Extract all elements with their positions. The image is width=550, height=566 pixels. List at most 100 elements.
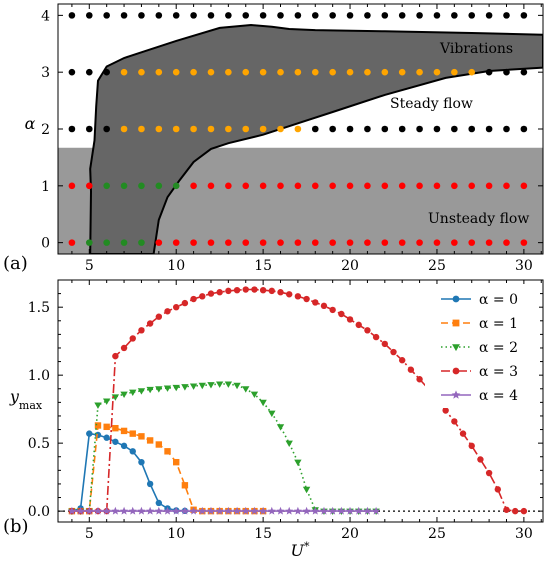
data-point-orange [364,68,371,76]
series-point [294,459,302,467]
series-point [146,320,154,327]
y-tick-label-b: 1.5 [28,300,50,316]
data-point-red [468,239,476,246]
x-axis-label-b: U* [291,540,310,561]
series-point [390,348,397,356]
series-point [76,506,85,515]
data-point-black [346,125,354,133]
legend-label: α = 0 [479,292,518,308]
series-point [320,302,328,310]
series-point [364,327,371,334]
series-point [259,286,267,294]
data-point-red [329,182,336,190]
series-point [286,291,293,298]
series-point [372,506,381,515]
series-point [215,506,224,515]
data-point-black [520,68,528,76]
data-point-orange [190,68,197,76]
series-point [302,486,311,494]
series-point [164,308,171,315]
data-point-red [85,182,93,190]
data-point-red [259,182,267,190]
data-point-red [346,239,354,246]
series-point [345,506,355,515]
series-point [416,376,423,383]
data-point-black [381,12,389,19]
data-point-green [103,182,110,190]
series-point [94,422,102,429]
series-point [163,506,172,515]
amplitude-panel: 5 10 15 20 25 300.00.51.01.5 ymax U* α = 0α =… [3,279,544,561]
data-point-black [68,68,76,76]
series-point [242,286,249,293]
data-point-green [138,182,145,190]
data-point-red [503,239,510,246]
data-point-black [190,12,197,19]
data-point-orange [398,68,406,76]
series-point [293,506,302,515]
data-point-red [225,239,232,246]
data-point-green [120,182,128,190]
series-point [232,506,242,515]
x-tick-label-b: 10 [167,526,185,542]
data-point-black [103,12,110,19]
data-point-black [207,12,215,19]
plot-frame-b [57,279,544,523]
x-tick-label-a: 30 [515,258,533,274]
series-point [198,382,206,390]
series-point [259,506,268,515]
series-point [319,506,329,515]
series-point [250,506,259,515]
data-point-red [485,182,493,190]
data-point-red [485,239,493,246]
data-point-green [172,182,180,190]
series-point [86,430,93,437]
series-point [94,402,102,409]
y-tick-label-a: 4 [41,8,50,24]
series-point [355,321,362,329]
data-point-orange [172,68,180,76]
data-point-black [398,12,406,19]
series-point [346,316,354,323]
legend-marker [451,390,461,399]
series-point [163,385,172,392]
data-point-orange [346,68,354,76]
series-point [146,480,154,488]
data-point-red [451,239,458,246]
series-point [102,506,111,515]
data-point-black [155,12,163,19]
series-point [128,506,137,515]
data-point-orange [172,125,180,133]
data-point-red [172,239,180,246]
x-tick-label-b: 15 [254,526,272,542]
series-point [129,335,136,342]
data-point-red [277,182,284,190]
data-point-orange [433,68,441,76]
series-point [181,299,189,307]
data-point-orange [468,68,476,76]
data-point-green [85,239,93,246]
y-tick-label-a: 2 [41,122,50,138]
series-point [172,506,181,515]
x-tick-label-b: 20 [341,526,359,542]
series-point [468,442,475,450]
series-point [111,506,120,515]
data-point-red [225,182,232,190]
data-point-black [85,12,93,19]
data-point-black [468,125,476,133]
data-point-red [416,239,423,246]
data-point-red [398,239,406,246]
data-point-red [277,239,284,246]
series-point [372,333,380,341]
data-point-green [103,239,110,246]
series-point [137,388,146,395]
series-point [181,482,189,489]
data-point-orange [138,125,145,133]
data-point-red [155,239,163,246]
data-point-black [103,68,110,76]
legend-label: α = 1 [479,316,518,332]
data-point-red [468,182,476,190]
data-point-black [85,125,93,133]
data-point-red [311,182,319,190]
